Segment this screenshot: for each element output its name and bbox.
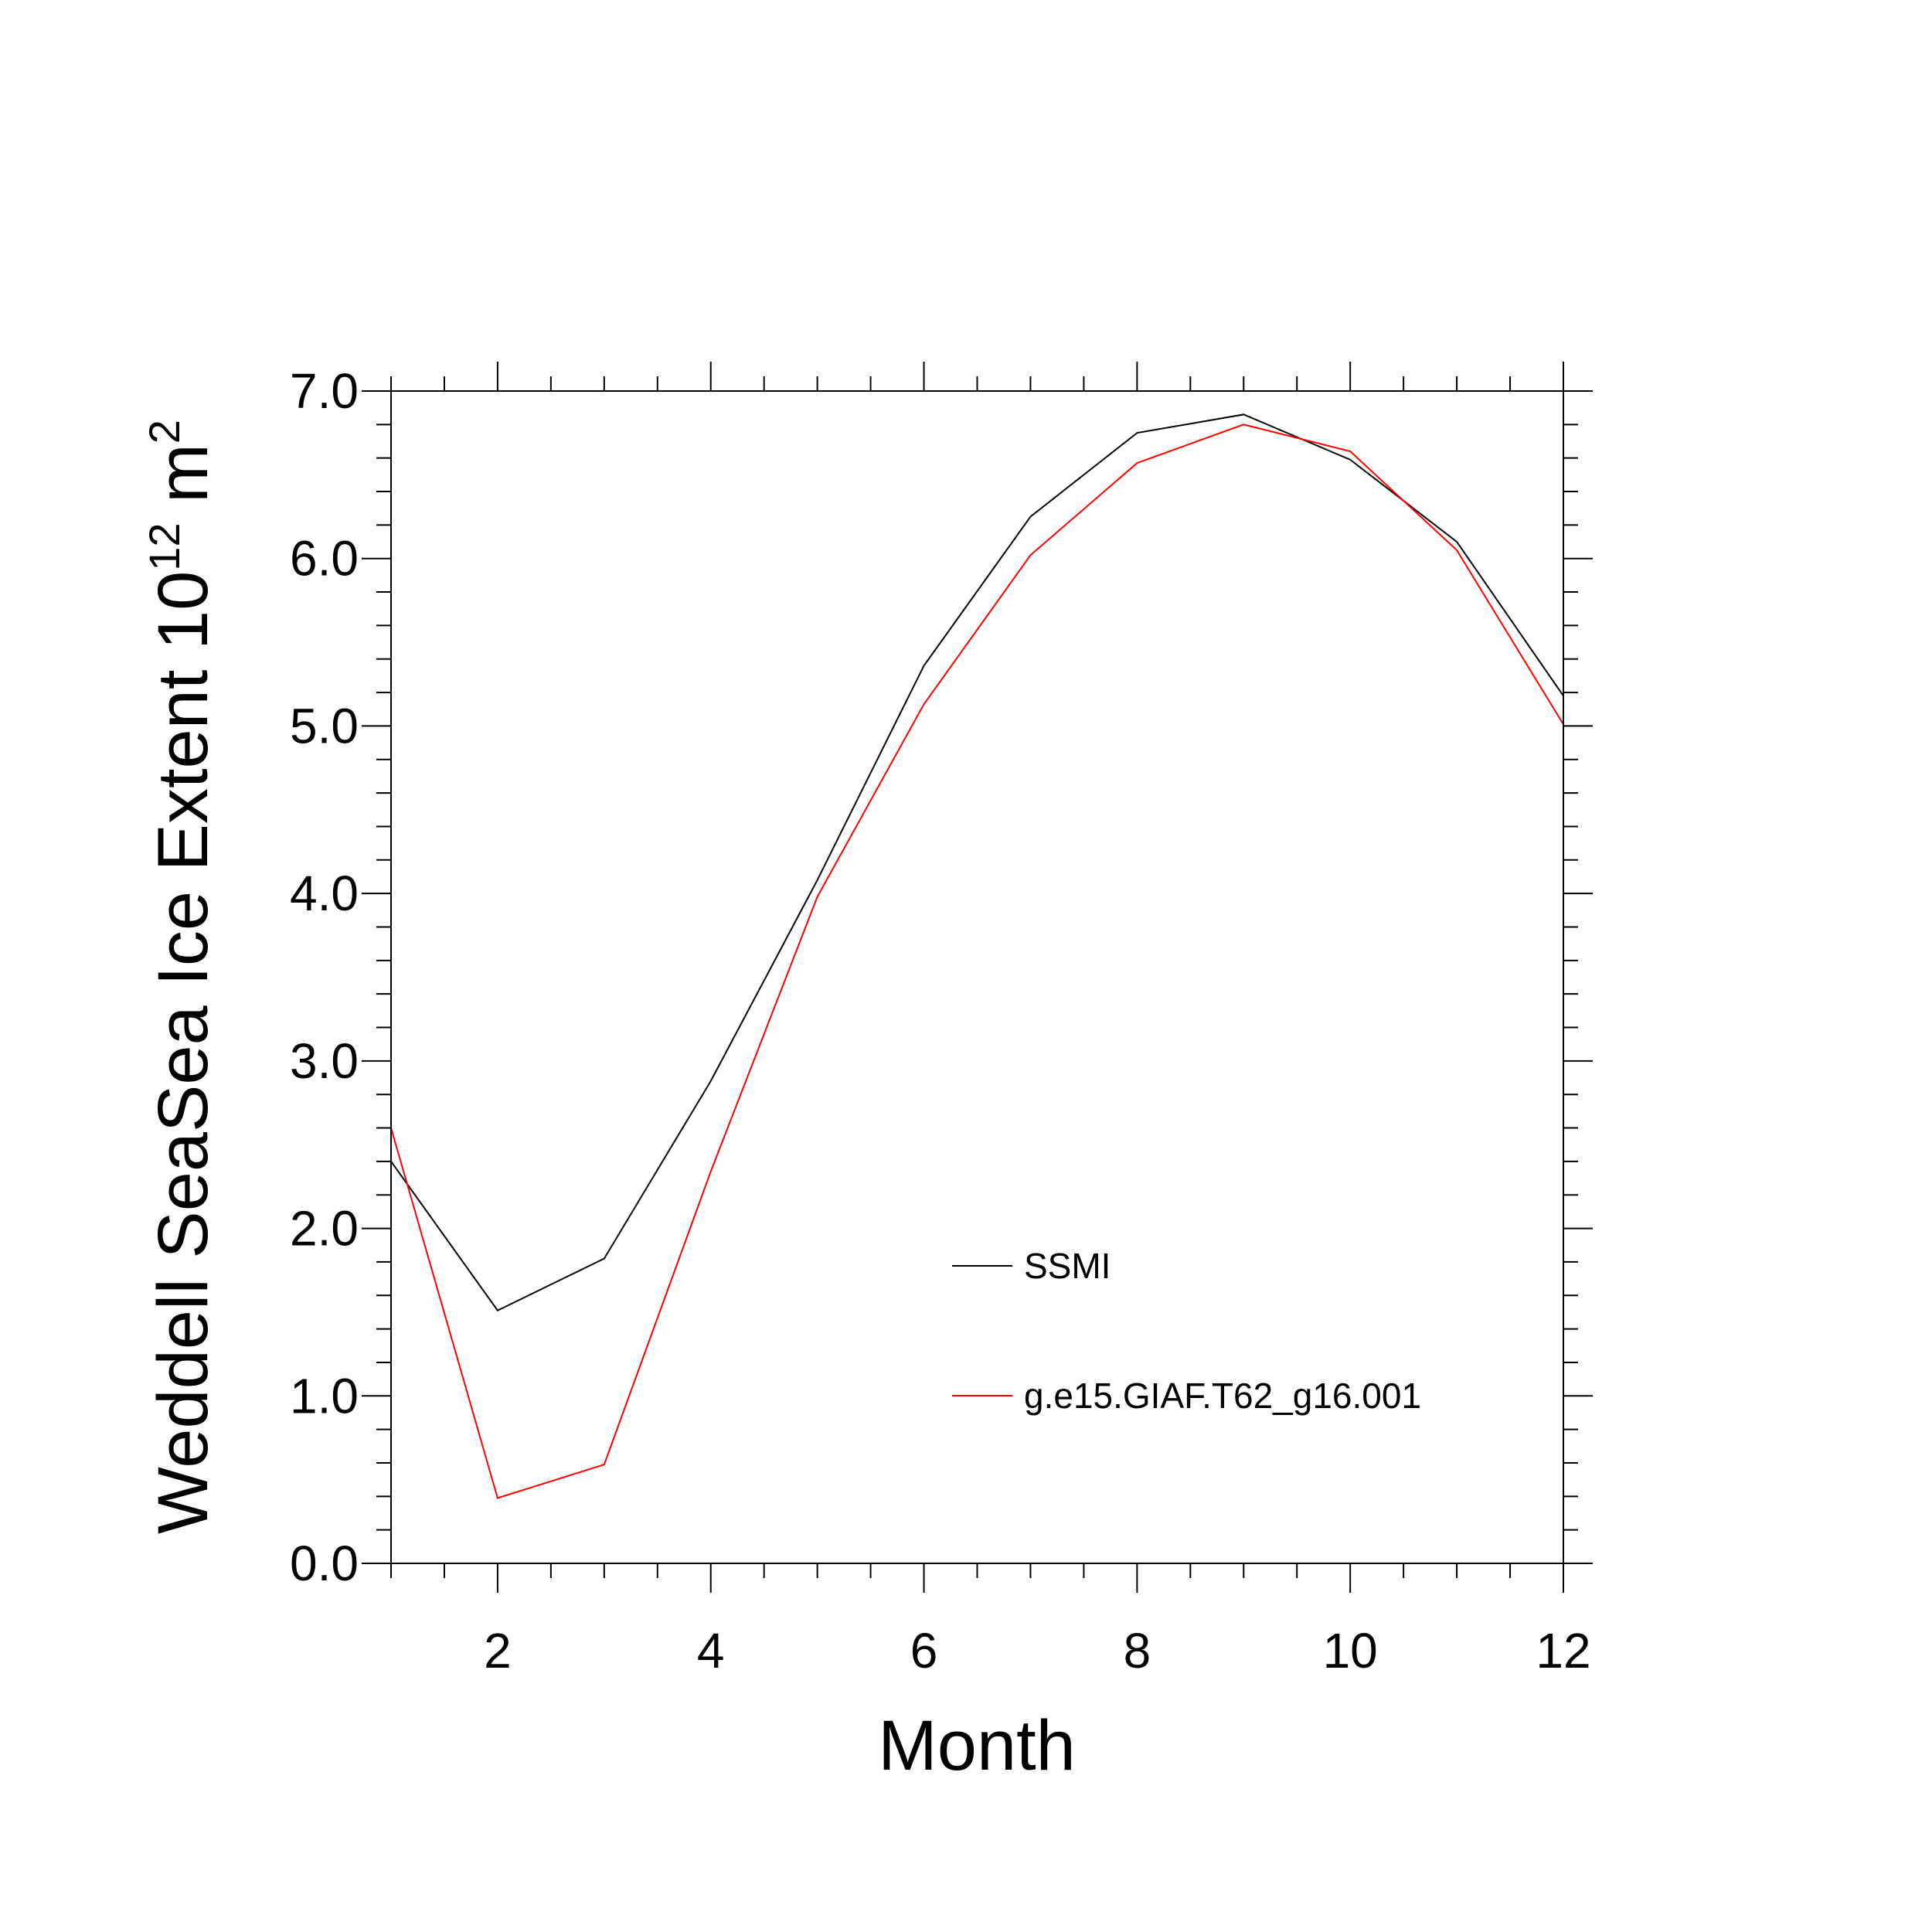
y-axis-title-unit: m xyxy=(144,444,223,522)
y-tick-label: 2.0 xyxy=(290,1201,359,1257)
x-tick-labels: 2 4 6 8 10 12 xyxy=(484,1623,1590,1679)
y-axis-title: Weddell SeaSea Ice Extent 1012 m2 xyxy=(140,420,223,1534)
x-tick-label: 10 xyxy=(1323,1623,1378,1679)
y-tick-label: 1.0 xyxy=(290,1368,359,1423)
y-tick-label: 6.0 xyxy=(290,531,359,587)
y-tick-label: 5.0 xyxy=(290,698,359,753)
x-tick-label: 2 xyxy=(484,1623,512,1679)
legend-label: SSMI xyxy=(1024,1246,1111,1286)
x-tick-label: 12 xyxy=(1536,1623,1590,1679)
y-axis-title-unit-exponent: 2 xyxy=(140,420,189,444)
x-tick-label: 4 xyxy=(697,1623,725,1679)
plot-frame xyxy=(390,390,1564,1564)
x-tick-label: 6 xyxy=(910,1623,938,1679)
y-tick-label: 0.0 xyxy=(290,1536,359,1591)
series-line-2 xyxy=(390,423,1564,1499)
y-tick-label: 7.0 xyxy=(290,363,359,419)
legend: SSMI g.e15.GIAF.T62_g16.001 xyxy=(952,1246,1421,1416)
y-tick-label: 3.0 xyxy=(290,1033,359,1089)
y-tick-labels: 0.0 1.0 2.0 3.0 4.0 5.0 6.0 7.0 xyxy=(290,363,359,1591)
x-tick-label: 8 xyxy=(1124,1623,1151,1679)
axis-ticks xyxy=(362,362,1593,1593)
legend-label: g.e15.GIAF.T62_g16.001 xyxy=(1024,1376,1421,1416)
y-axis-title-exponent: 12 xyxy=(140,522,189,570)
y-tick-label: 4.0 xyxy=(290,866,359,921)
y-axis-title-main: Weddell SeaSea Ice Extent 10 xyxy=(144,571,223,1534)
x-axis-title: Month xyxy=(878,1706,1076,1785)
series-layer xyxy=(390,413,1564,1499)
series-line-1 xyxy=(390,413,1564,1312)
